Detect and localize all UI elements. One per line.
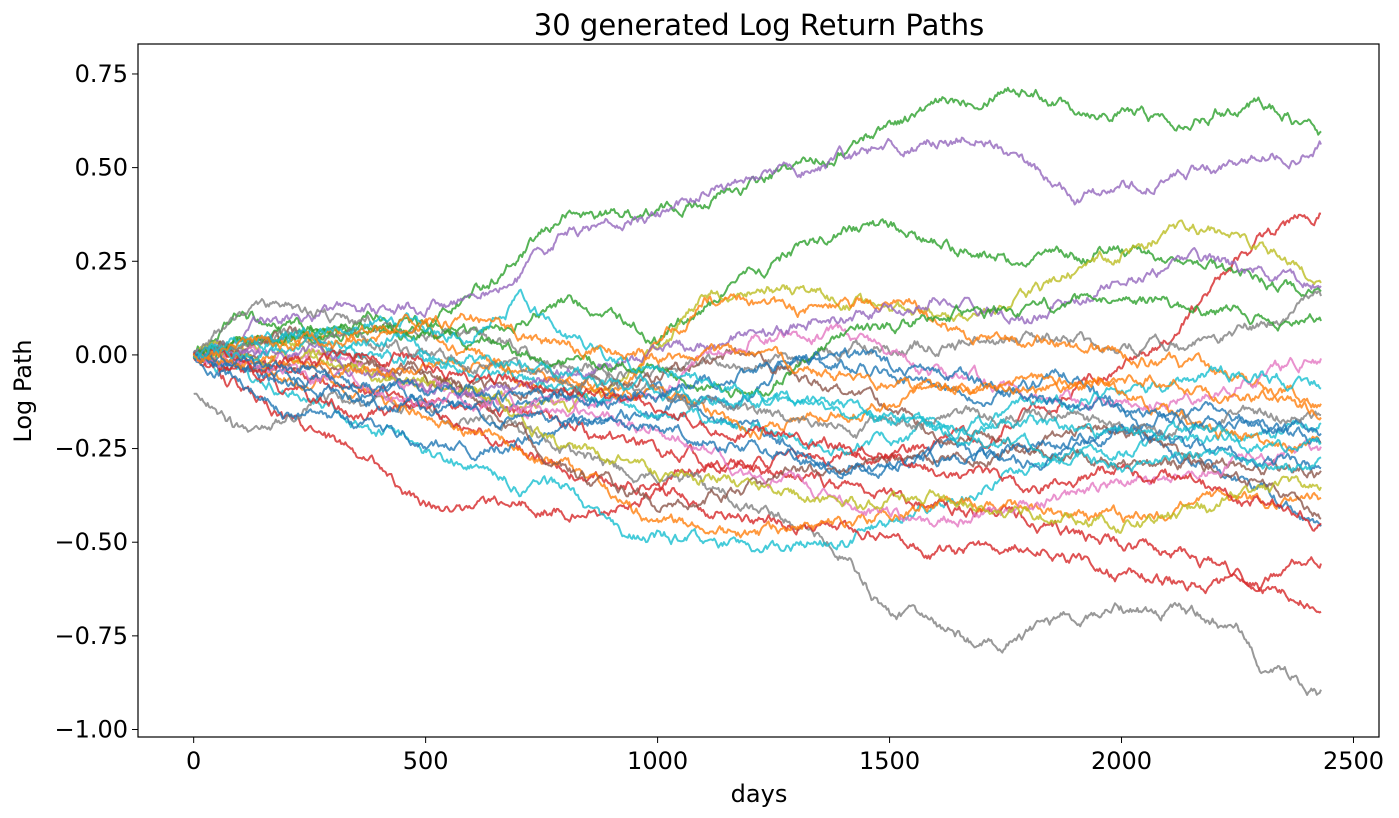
plot-frame xyxy=(137,43,1380,738)
x-tick-label: 1500 xyxy=(859,747,920,775)
series-line xyxy=(192,346,1322,532)
y-tick-label: −1.00 xyxy=(54,716,128,744)
y-tick-label: −0.75 xyxy=(54,622,128,650)
y-axis-label: Log Path xyxy=(9,339,37,442)
y-tick-label: −0.25 xyxy=(54,435,128,463)
x-axis-label: days xyxy=(731,780,788,808)
series-line xyxy=(193,349,1322,539)
x-tick-label: 500 xyxy=(403,747,449,775)
series-line xyxy=(193,327,1322,440)
series-line xyxy=(193,355,1322,528)
y-tick-label: 0.25 xyxy=(75,247,128,275)
x-tick-label: 1000 xyxy=(627,747,688,775)
series-line xyxy=(192,329,1322,457)
series-line xyxy=(193,350,1322,554)
series-line xyxy=(192,322,1322,420)
series-line xyxy=(192,212,1322,523)
y-tick-label: 0.00 xyxy=(75,341,128,369)
series-layer xyxy=(192,86,1322,696)
series-line xyxy=(192,350,1322,480)
series-line xyxy=(192,332,1322,473)
x-tick-label: 2000 xyxy=(1091,747,1152,775)
y-tick-label: 0.75 xyxy=(75,60,128,88)
x-axis-ticks: 0 500 1000 1500 2000 2500 xyxy=(186,737,1384,775)
series-line xyxy=(192,312,1322,421)
series-line xyxy=(193,219,1322,413)
y-tick-label: 0.50 xyxy=(75,154,128,182)
series-line xyxy=(192,86,1322,359)
x-tick-label: 2500 xyxy=(1323,747,1384,775)
series-line xyxy=(192,288,1322,454)
y-axis-ticks: 0.75 0.50 0.25 0.00 −0.25 −0.50 −0.75 −1.00 xyxy=(54,60,138,744)
y-tick-label: −0.50 xyxy=(54,528,128,556)
x-tick-label: 0 xyxy=(186,747,201,775)
series-line xyxy=(192,349,1322,527)
series-line xyxy=(192,352,1322,454)
series-line xyxy=(193,136,1322,360)
series-line xyxy=(193,347,1322,445)
chart-title: 30 generated Log Return Paths xyxy=(534,8,984,42)
series-line xyxy=(192,293,1322,409)
